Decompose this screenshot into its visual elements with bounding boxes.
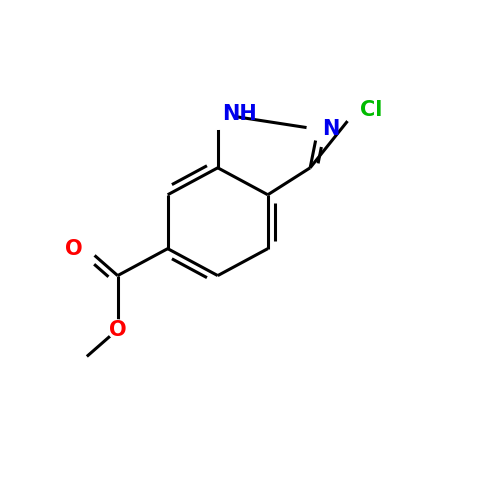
Circle shape	[343, 96, 370, 124]
Text: Cl: Cl	[360, 100, 382, 120]
Circle shape	[307, 118, 328, 140]
Text: NH: NH	[222, 104, 257, 124]
Text: O: O	[66, 238, 83, 258]
Text: O: O	[109, 320, 126, 340]
Circle shape	[202, 98, 233, 130]
Circle shape	[77, 239, 96, 258]
Text: N: N	[322, 120, 340, 140]
Circle shape	[108, 320, 128, 339]
